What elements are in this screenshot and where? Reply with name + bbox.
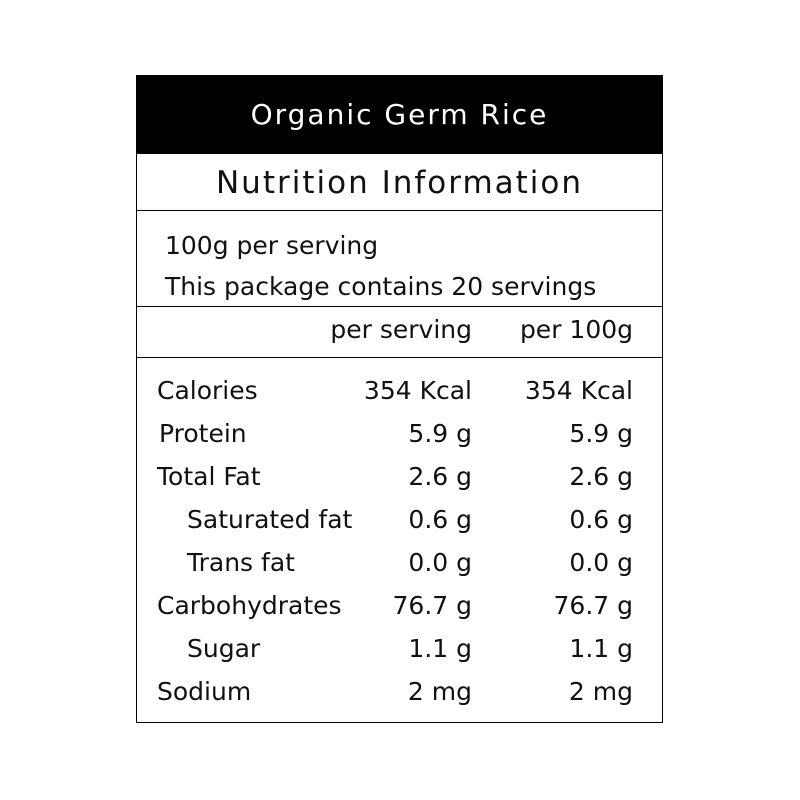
nutrient-name: Sugar [187, 634, 261, 663]
nutrient-value: 5.9 g [408, 419, 472, 448]
nutrient-value: 354 Kcal [524, 376, 633, 405]
nutrient-name: Protein [159, 419, 247, 448]
nutrient-value: 2.6 g [408, 462, 472, 491]
nutrient-row: Calories 354 Kcal 354 Kcal [137, 370, 662, 413]
nutrient-value: 5.9 g [569, 419, 633, 448]
nutrient-name: Total Fat [157, 462, 261, 491]
serving-size: 100g per serving [165, 231, 379, 260]
nutrient-name: Calories [157, 376, 258, 405]
serving-count: This package contains 20 servings [165, 272, 597, 301]
nutrient-value: 2 mg [407, 677, 472, 706]
nutrient-row: Trans fat 0.0 g 0.0 g [137, 542, 662, 585]
nutrient-value: 0.6 g [408, 505, 472, 534]
nutrient-row: Saturated fat 0.6 g 0.6 g [137, 499, 662, 542]
nutrient-name: Sodium [157, 677, 252, 706]
nutrient-value: 2 mg [568, 677, 633, 706]
nutrient-value: 76.7 g [553, 591, 633, 620]
nutrient-rows: Calories 354 Kcal 354 Kcal Protein 5.9 g 5.9 … [137, 358, 662, 714]
nutrition-label: Organic Germ Rice Nutrition Information … [136, 75, 663, 723]
nutrient-row: Total Fat 2.6 g 2.6 g [137, 456, 662, 499]
nutrient-value: 354 Kcal [363, 376, 472, 405]
nutrient-value: 2.6 g [569, 462, 633, 491]
column-header: per 100g [519, 315, 633, 344]
nutrient-name: Saturated fat [187, 505, 353, 534]
column-headers: per serving per 100g [137, 307, 662, 358]
nutrient-name: Carbohydrates [157, 591, 342, 620]
nutrient-value: 76.7 g [392, 591, 472, 620]
nutrient-row: Sodium 2 mg 2 mg [137, 671, 662, 714]
label-subtitle: Nutrition Information [137, 154, 662, 211]
serving-info: 100g per serving This package contains 2… [137, 211, 662, 307]
nutrient-value: 1.1 g [569, 634, 633, 663]
nutrient-value: 1.1 g [408, 634, 472, 663]
nutrient-value: 0.0 g [569, 548, 633, 577]
product-title: Organic Germ Rice [137, 76, 662, 154]
nutrient-value: 0.6 g [569, 505, 633, 534]
nutrient-name: Trans fat [187, 548, 295, 577]
nutrient-row: Carbohydrates 76.7 g 76.7 g [137, 585, 662, 628]
nutrient-value: 0.0 g [408, 548, 472, 577]
column-header: per serving [330, 315, 472, 344]
nutrient-row: Protein 5.9 g 5.9 g [137, 413, 662, 456]
nutrient-row: Sugar 1.1 g 1.1 g [137, 628, 662, 671]
